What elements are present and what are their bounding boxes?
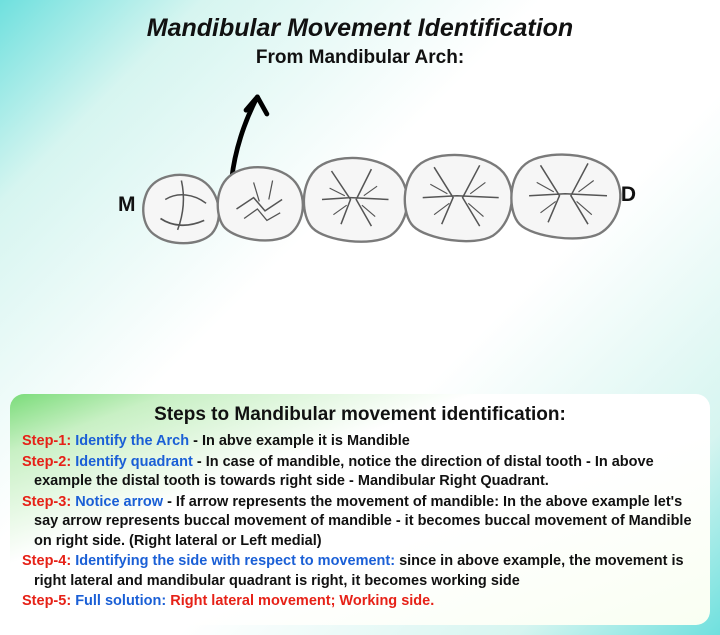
page: Mandibular Movement Identification From … — [0, 0, 720, 635]
main-title: Mandibular Movement Identification — [18, 14, 702, 43]
step-1: Step-1: Identify the Arch - In abve exam… — [22, 432, 698, 452]
tooth-5 — [511, 155, 620, 239]
tooth-4 — [405, 155, 512, 241]
label-mesial: M — [118, 193, 136, 217]
step-body: Right lateral movement; Working side. — [170, 593, 434, 609]
tooth-1 — [143, 175, 219, 243]
step-body: - In abve example it is Mandible — [193, 433, 410, 449]
step-label: Step-1: — [22, 433, 71, 449]
tooth-2 — [218, 167, 303, 240]
step-label: Step-4: — [22, 553, 71, 569]
label-distal: D — [621, 183, 636, 207]
step-label: Step-2: — [22, 454, 71, 470]
step-heading: Notice arrow — [75, 494, 163, 510]
step-5: Step-5: Full solution: Right lateral mov… — [22, 592, 698, 612]
step-heading: Identify the Arch — [75, 433, 189, 449]
steps-box: Steps to Mandibular movement identificat… — [10, 394, 710, 625]
step-4: Step-4: Identifying the side with respec… — [22, 552, 698, 591]
subtitle: From Mandibular Arch: — [18, 47, 702, 69]
step-heading: Identifying the side with respect to mov… — [75, 553, 395, 569]
step-heading: Identify quadrant — [75, 454, 193, 470]
step-heading: Full solution: — [75, 593, 166, 609]
teeth-diagram: M D — [18, 75, 702, 267]
step-label: Step-5: — [22, 593, 71, 609]
teeth-svg — [18, 75, 702, 267]
step-label: Step-3: — [22, 494, 71, 510]
step-3: Step-3: Notice arrow - If arrow represen… — [22, 493, 698, 552]
steps-title: Steps to Mandibular movement identificat… — [22, 404, 698, 426]
tooth-3 — [304, 158, 407, 242]
step-2: Step-2: Identify quadrant - In case of m… — [22, 453, 698, 492]
